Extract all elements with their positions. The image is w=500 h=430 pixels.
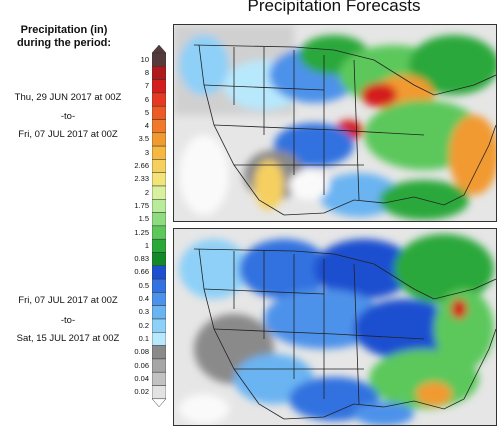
- map-period2-graphic: [174, 229, 496, 425]
- colorbar-swatch-2.33: [152, 172, 166, 187]
- colorbar-label: 3.5: [138, 134, 149, 144]
- colorbar-label: 0.04: [134, 373, 149, 383]
- colorbar-swatch-0.08: [152, 345, 166, 360]
- colorbar-label: 0.2: [138, 320, 149, 330]
- colorbar-label: 5: [144, 107, 149, 117]
- colorbar-swatch-0.1: [152, 332, 166, 346]
- colorbar-swatch-1.75: [152, 199, 166, 213]
- colorbar-label: 8: [144, 67, 149, 77]
- period2-start: Fri, 07 JUL 2017 at 00Z: [18, 295, 118, 306]
- colorbar-swatches: [152, 45, 166, 407]
- colorbar-swatch-10: [152, 52, 166, 67]
- colorbar-label: 3: [144, 147, 149, 157]
- colorbar-label: 0.66: [134, 267, 149, 277]
- colorbar-swatch-7: [152, 79, 166, 94]
- colorbar-label: 2: [144, 187, 149, 197]
- colorbar-label: 0.5: [138, 280, 149, 290]
- colorbar-label: 0.08: [134, 347, 149, 357]
- colorbar-label: 0.4: [138, 294, 149, 304]
- colorbar-swatch-1.25: [152, 225, 166, 240]
- colorbar-swatch-1: [152, 238, 166, 253]
- colorbar-swatch-0.2: [152, 318, 166, 333]
- colorbar-swatch-0.02: [152, 385, 166, 400]
- colorbar-label: 7: [144, 81, 149, 91]
- legend-title: Precipitation (in) during the period:: [4, 24, 124, 50]
- colorbar-swatch-0.4: [152, 292, 166, 306]
- colorbar-swatch-0.83: [152, 252, 166, 267]
- period1-start: Thu, 29 JUN 2017 at 00Z: [14, 92, 122, 103]
- colorbar-swatch-0.04: [152, 371, 166, 386]
- period1-end: Fri, 07 JUL 2017 at 00Z: [18, 129, 118, 140]
- colorbar-label: 2.66: [134, 161, 149, 171]
- colorbar-label: 1: [144, 240, 149, 250]
- colorbar-swatch-0.3: [152, 305, 166, 320]
- colorbar-label: 10: [140, 54, 149, 64]
- period1-sep: -to-: [60, 111, 76, 122]
- colorbar-swatch-4: [152, 119, 166, 134]
- page-title: Precipitation Forecasts: [247, 0, 421, 15]
- period2-sep: -to-: [60, 315, 76, 326]
- colorbar-swatch-0.06: [152, 358, 166, 373]
- colorbar-swatch-3: [152, 145, 166, 160]
- colorbar-label: 4: [144, 121, 149, 131]
- colorbar-label: 0.83: [134, 254, 149, 264]
- colorbar-label: 0.06: [134, 360, 149, 370]
- map-period1-graphic: [174, 25, 496, 221]
- colorbar-swatch-8: [152, 66, 166, 80]
- colorbar-label: 6: [144, 94, 149, 104]
- map-period2: [173, 228, 497, 426]
- legend-title-line1: Precipitation (in): [20, 24, 108, 36]
- colorbar-label: 0.3: [138, 307, 149, 317]
- colorbar-swatch-2.66: [152, 159, 166, 173]
- colorbar-label: 0.02: [134, 387, 149, 397]
- period2-end: Sat, 15 JUL 2017 at 00Z: [16, 333, 120, 344]
- colorbar: [152, 45, 166, 407]
- colorbar-label: 2.33: [134, 174, 149, 184]
- colorbar-label: 1.5: [138, 214, 149, 224]
- legend-title-line2: during the period:: [16, 37, 112, 49]
- colorbar-swatch-3.5: [152, 132, 166, 147]
- map-period1: [173, 24, 497, 222]
- colorbar-swatch-6: [152, 92, 166, 107]
- colorbar-swatch-2: [152, 185, 166, 200]
- colorbar-swatch-0.66: [152, 265, 166, 280]
- colorbar-swatch-1.5: [152, 212, 166, 227]
- colorbar-top-arrow: [152, 45, 166, 54]
- colorbar-swatch-0.5: [152, 278, 166, 293]
- colorbar-bottom-arrow: [152, 398, 166, 407]
- colorbar-label: 1.75: [134, 200, 149, 210]
- colorbar-label: 1.25: [134, 227, 149, 237]
- colorbar-label: 0.1: [138, 333, 149, 343]
- colorbar-swatch-5: [152, 105, 166, 120]
